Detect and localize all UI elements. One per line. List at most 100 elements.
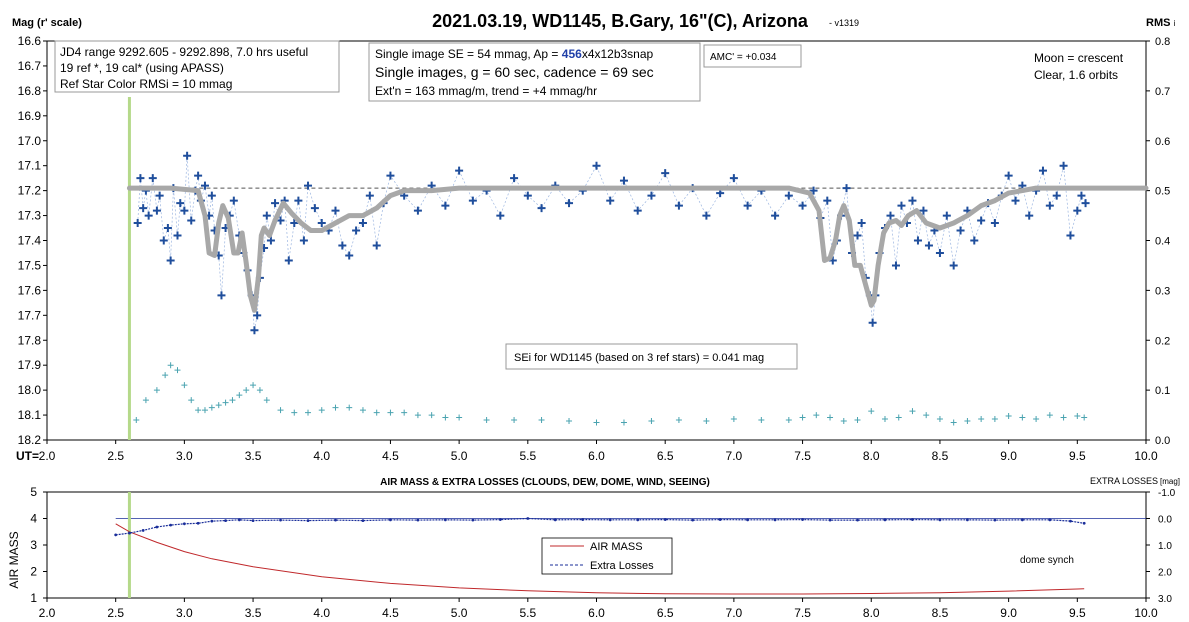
- bottom-x-tick-label: 6.0: [588, 606, 605, 620]
- bottom-x-tick-label: 10.0: [1134, 606, 1158, 620]
- magnitude-point: [647, 191, 656, 200]
- x-tick-label: 9.5: [1069, 449, 1086, 463]
- y-tick-label: 17.3: [18, 209, 42, 223]
- x-tick-label: 3.0: [176, 449, 193, 463]
- extra-losses-point: [746, 518, 750, 522]
- extra-losses-point: [196, 521, 200, 525]
- extra-losses-point: [498, 518, 502, 521]
- y-tick-label: 17.1: [18, 159, 42, 173]
- bottom-y-tick-label: 3: [30, 538, 37, 552]
- magnitude-point: [1066, 231, 1075, 240]
- y-tick-label: 17.5: [18, 258, 42, 272]
- bottom-x-tick-label: 8.0: [863, 606, 880, 620]
- bottom-x-tick-label: 5.0: [451, 606, 468, 620]
- magnitude-point: [857, 219, 866, 228]
- magnitude-point: [166, 256, 175, 265]
- y2-tick-label: 0.1: [1155, 385, 1170, 397]
- info-box-jd-line2: 19 ref *, 19 cal* (using APASS): [60, 61, 224, 75]
- rms-point: [785, 417, 792, 424]
- bottom-x-tick-label: 2.5: [107, 606, 124, 620]
- magnitude-point: [173, 231, 182, 240]
- rms-point: [236, 392, 243, 399]
- rms-point: [162, 372, 169, 379]
- x-tick-label: 8.5: [932, 449, 949, 463]
- bottom-y-tick-label: 5: [30, 485, 37, 499]
- y-tick-label: 18.0: [18, 383, 42, 397]
- rms-point: [758, 417, 765, 424]
- magnitude-point: [924, 241, 933, 250]
- magnitude-point: [1038, 166, 1047, 175]
- rms-point: [923, 412, 930, 419]
- rms-point: [799, 414, 806, 421]
- rms-point: [1005, 413, 1012, 420]
- extra-losses-point: [911, 518, 914, 521]
- magnitude-point: [180, 206, 189, 215]
- x-tick-label: 5.5: [519, 449, 536, 463]
- chart-title: 2021.03.19, WD1145, B.Gary, 16"(C), Ariz…: [432, 11, 809, 31]
- magnitude-point: [310, 204, 319, 213]
- extra-losses-point: [636, 518, 640, 522]
- rms-point: [291, 409, 298, 416]
- magnitude-point: [262, 211, 271, 220]
- y-tick-label: 17.6: [18, 283, 42, 297]
- bottom-x-tick-label: 2.0: [39, 606, 56, 620]
- extra-losses-point: [993, 518, 997, 522]
- y-tick-label: 17.2: [18, 184, 42, 198]
- bottom-y2-tick-label: 2.0: [1158, 568, 1172, 579]
- extra-losses-point: [210, 519, 214, 523]
- bottom-y2-label-unit: [mag]: [1160, 477, 1180, 486]
- rms-point: [256, 387, 263, 394]
- rms-point: [332, 404, 339, 411]
- y-axis-label: Mag (r' scale): [12, 17, 82, 29]
- rms-point: [566, 418, 573, 425]
- info-box-jd-line1: JD4 range 9292.605 - 9292.898, 7.0 hrs u…: [60, 45, 308, 59]
- extra-losses-point: [279, 518, 282, 522]
- rms-point: [188, 397, 195, 404]
- rms-point: [854, 417, 861, 424]
- rms-point: [243, 387, 250, 394]
- magnitude-point: [1073, 206, 1082, 215]
- info-line1-post: x4x12b3snap: [582, 47, 654, 61]
- chart-version: - v1319: [829, 18, 859, 28]
- rms-point: [153, 387, 160, 394]
- extra-losses-point: [856, 518, 859, 522]
- y-tick-label: 17.7: [18, 308, 42, 322]
- magnitude-point: [187, 216, 196, 225]
- rms-point: [936, 416, 943, 423]
- extra-losses-point: [1082, 521, 1086, 525]
- magnitude-point: [565, 199, 574, 208]
- info-line1-highlight: 456: [562, 47, 582, 61]
- magnitude-point: [345, 251, 354, 260]
- magnitude-point: [842, 184, 851, 193]
- rms-point: [703, 418, 710, 425]
- magnitude-point: [942, 211, 951, 220]
- magnitude-point: [729, 174, 738, 183]
- magnitude-point: [413, 206, 422, 215]
- rms-point: [401, 409, 408, 416]
- x-tick-label: 8.0: [863, 449, 880, 463]
- bottom-x-tick-label: 9.0: [1000, 606, 1017, 620]
- magnitude-point: [908, 196, 917, 205]
- rms-point: [964, 418, 971, 425]
- rms-point: [1060, 414, 1067, 421]
- y2-axis-label: RMS i: [1146, 17, 1175, 29]
- magnitude-point: [290, 219, 299, 228]
- y2-tick-label: 0.2: [1155, 335, 1170, 347]
- magnitude-point: [919, 206, 928, 215]
- extra-losses-point: [883, 518, 887, 522]
- bottom-x-tick-label: 9.5: [1069, 606, 1086, 620]
- magnitude-point: [217, 291, 226, 300]
- rms-point: [305, 409, 312, 416]
- rms-point: [263, 397, 270, 404]
- extra-losses-point: [416, 518, 420, 522]
- rms-point: [174, 367, 181, 374]
- info-box-image-line3: Ext'n = 163 mmag/m, trend = +4 mmag/hr: [375, 84, 597, 98]
- rms-point: [250, 382, 257, 389]
- x-tick-label: 10.0: [1134, 449, 1158, 463]
- magnitude-point: [338, 241, 347, 250]
- rms-point: [730, 416, 737, 423]
- rms-point: [1046, 412, 1053, 419]
- magnitude-point: [1011, 196, 1020, 205]
- rms-point: [208, 404, 215, 411]
- rms-point: [318, 407, 325, 414]
